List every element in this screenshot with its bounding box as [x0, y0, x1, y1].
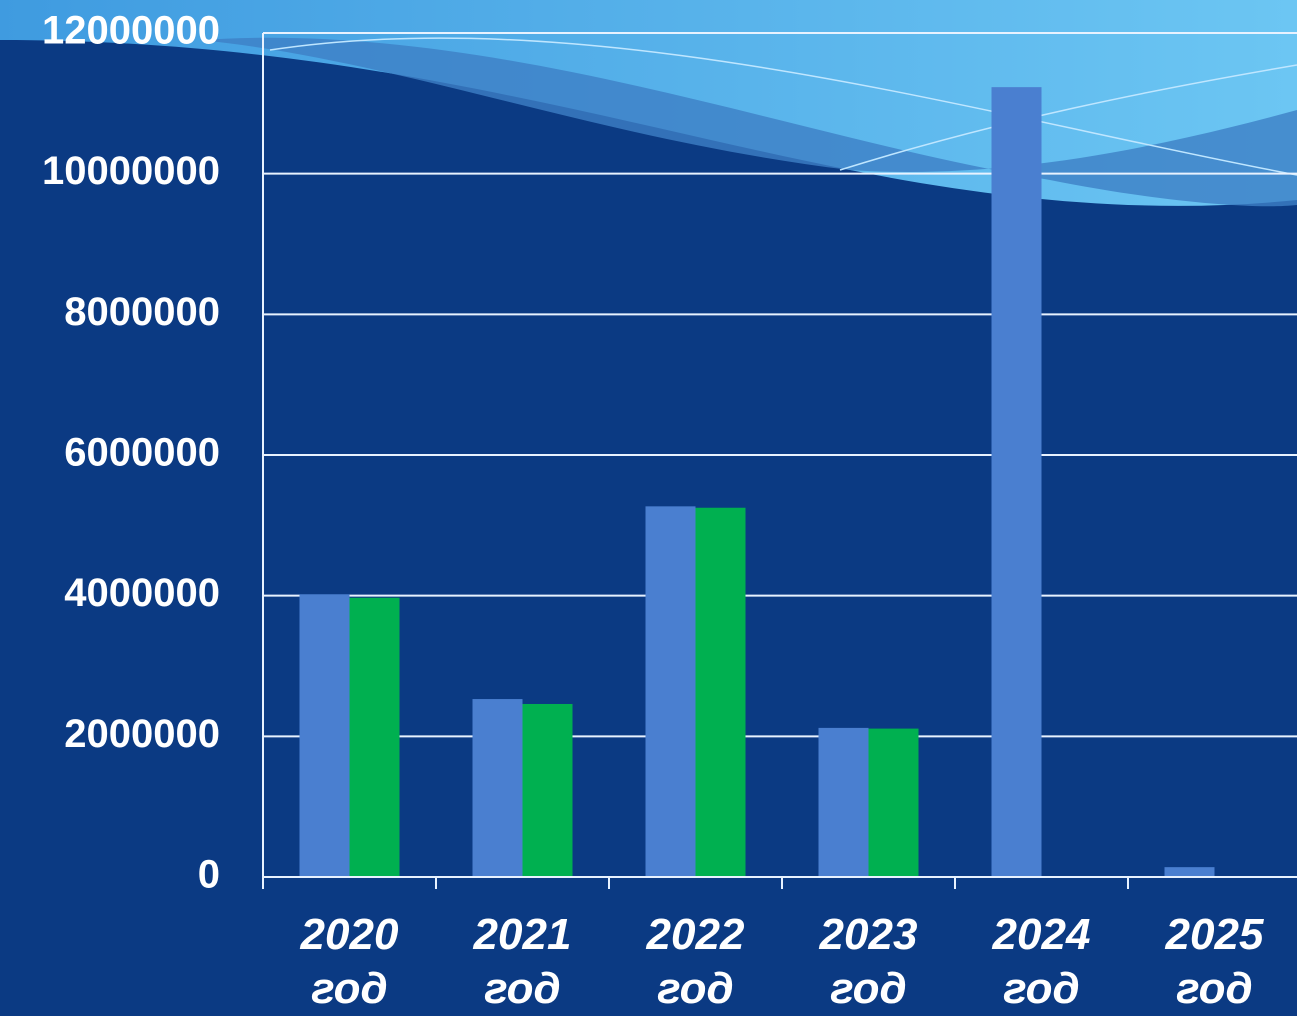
- wave-line: [839, 64, 1297, 171]
- bar: [349, 597, 400, 877]
- wave: [200, 37, 1297, 207]
- y-tick-label: 4000000: [64, 571, 220, 615]
- bar: [991, 87, 1042, 877]
- bar: [868, 728, 919, 877]
- bar: [522, 703, 573, 877]
- x-tick-label: 2025 год: [1165, 910, 1264, 1013]
- y-tick-label: 10000000: [42, 149, 220, 193]
- x-tick-label: 2023 год: [819, 910, 918, 1013]
- x-tick-label: 2022 год: [646, 910, 745, 1013]
- wave-line: [269, 37, 1297, 176]
- bar: [299, 594, 350, 877]
- y-tick-label: 2000000: [64, 712, 220, 756]
- bar: [695, 507, 746, 877]
- bar: [818, 727, 869, 877]
- plot: 0 2000000 4000000 6000000 8000000 10000000 120…: [42, 9, 1297, 897]
- y-tick-label: 12000000: [42, 9, 220, 53]
- y-tick-label: 8000000: [64, 290, 220, 334]
- y-tick-label: 6000000: [64, 431, 220, 475]
- y-tick-label: 0: [198, 853, 220, 897]
- x-tick-label: 2024 год: [992, 910, 1091, 1013]
- bar: [472, 699, 523, 877]
- x-tick-label: 2020 год: [300, 910, 399, 1013]
- bar: [645, 506, 696, 877]
- bar: [1164, 867, 1215, 877]
- x-tick-label: 2021 год: [473, 910, 572, 1013]
